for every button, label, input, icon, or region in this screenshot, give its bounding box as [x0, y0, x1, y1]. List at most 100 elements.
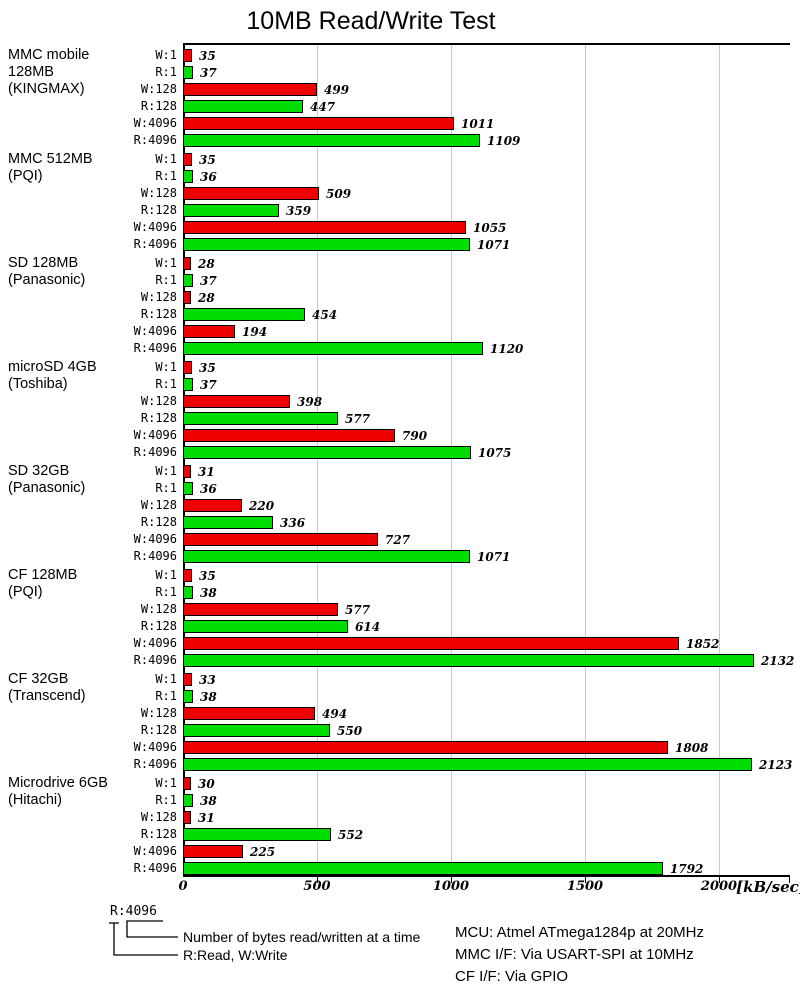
info-mcu-line: MCU: Atmel ATmega1284p at 20MHz [455, 924, 704, 941]
bar-read [183, 66, 193, 79]
bar-read [183, 758, 752, 771]
bar-value-label: 35 [199, 153, 216, 167]
bar-value-label: 499 [324, 83, 350, 97]
x-axis-tick-label: 1000 [432, 879, 470, 894]
gridline [317, 43, 318, 877]
bar-write [183, 603, 338, 616]
bar-write [183, 673, 192, 686]
bar-category-label: R:4096 [133, 549, 177, 563]
bar-category-label: R:128 [140, 99, 177, 113]
device-group-label: SD 128MB [8, 255, 79, 271]
bar-category-label: R:1 [155, 793, 177, 807]
bar-read [183, 170, 193, 183]
bar-write [183, 707, 315, 720]
legend-connector-lines [109, 920, 178, 956]
bar-category-label: W:1 [155, 256, 177, 270]
device-group-label: microSD 4GB [8, 359, 97, 375]
bar-read [183, 794, 193, 807]
y-axis-line [183, 43, 185, 877]
bar-value-label: 359 [286, 204, 312, 218]
bar-category-label: W:4096 [133, 324, 177, 338]
info-cf-interface-line: CF I/F: Via GPIO [455, 968, 569, 985]
bar-read [183, 862, 663, 875]
bar-value-label: 2123 [759, 758, 793, 772]
bar-value-label: 2132 [761, 654, 795, 668]
bar-value-label: 509 [326, 187, 352, 201]
bar-write [183, 811, 191, 824]
bar-read [183, 724, 330, 737]
bar-write [183, 429, 395, 442]
bar-read [183, 238, 470, 251]
bar-value-label: 1055 [473, 221, 507, 235]
info-mmc-interface-line: MMC I/F: Via USART-SPI at 10MHz [455, 946, 694, 963]
bar-value-label: 398 [297, 395, 323, 409]
device-group-label: (Panasonic) [8, 480, 86, 496]
bar-category-label: R:128 [140, 515, 177, 529]
bar-category-label: W:1 [155, 568, 177, 582]
device-group-label: (Panasonic) [8, 272, 86, 288]
bar-value-label: 225 [250, 845, 276, 859]
bar-category-label: W:1 [155, 464, 177, 478]
bar-value-label: 1109 [487, 134, 521, 148]
bar-read [183, 586, 193, 599]
bar-value-label: 454 [312, 308, 338, 322]
plot-top-border [183, 43, 790, 45]
bar-read [183, 412, 338, 425]
bar-value-label: 36 [200, 170, 217, 184]
bar-value-label: 1120 [490, 342, 524, 356]
bar-value-label: 36 [200, 482, 217, 496]
device-group-label: (Transcend) [8, 688, 86, 704]
device-group-label: (PQI) [8, 584, 43, 600]
bar-write [183, 845, 243, 858]
bar-read [183, 482, 193, 495]
bar-category-label: W:1 [155, 776, 177, 790]
device-group-label: (PQI) [8, 168, 43, 184]
x-axis-tick [719, 877, 720, 883]
bar-category-label: R:1 [155, 273, 177, 287]
bar-category-label: R:4096 [133, 757, 177, 771]
x-axis-tick [317, 877, 318, 883]
bar-value-label: 577 [345, 412, 371, 426]
gridline [451, 43, 452, 877]
bar-category-label: R:1 [155, 585, 177, 599]
bar-value-label: 194 [242, 325, 268, 339]
bar-write [183, 395, 290, 408]
x-axis-tick [451, 877, 452, 883]
bar-category-label: R:4096 [133, 861, 177, 875]
bar-read [183, 446, 471, 459]
device-group-label: CF 128MB [8, 567, 78, 583]
bar-category-label: W:4096 [133, 844, 177, 858]
bar-category-label: W:4096 [133, 116, 177, 130]
device-group-label: CF 32GB [8, 671, 69, 687]
bar-category-label: W:4096 [133, 428, 177, 442]
bar-write [183, 325, 235, 338]
bar-value-label: 35 [199, 569, 216, 583]
device-group-label: SD 32GB [8, 463, 70, 479]
bar-category-label: W:128 [140, 498, 177, 512]
bar-value-label: 35 [199, 361, 216, 375]
bar-write [183, 153, 192, 166]
bar-value-label: 220 [249, 499, 275, 513]
device-group-label: MMC 512MB [8, 151, 93, 167]
bar-category-label: R:128 [140, 307, 177, 321]
x-axis-tick-label: 500 [303, 879, 331, 894]
x-axis-line [183, 875, 790, 877]
legend-sample-label: R:4096 [110, 904, 157, 919]
bar-category-label: R:1 [155, 481, 177, 495]
bar-category-label: W:128 [140, 706, 177, 720]
device-group-label: Microdrive 6GB [8, 775, 108, 791]
bar-value-label: 1852 [686, 637, 720, 651]
bar-value-label: 550 [337, 724, 363, 738]
bar-value-label: 30 [198, 777, 215, 791]
bar-read [183, 378, 193, 391]
bar-write [183, 221, 466, 234]
bar-value-label: 38 [200, 690, 217, 704]
bar-category-label: R:4096 [133, 445, 177, 459]
bar-value-label: 28 [198, 291, 215, 305]
gridline [719, 43, 720, 877]
device-group-label: 128MB [8, 64, 54, 80]
chart-title: 10MB Read/Write Test [246, 7, 496, 35]
bar-write [183, 361, 192, 374]
bar-read [183, 274, 193, 287]
